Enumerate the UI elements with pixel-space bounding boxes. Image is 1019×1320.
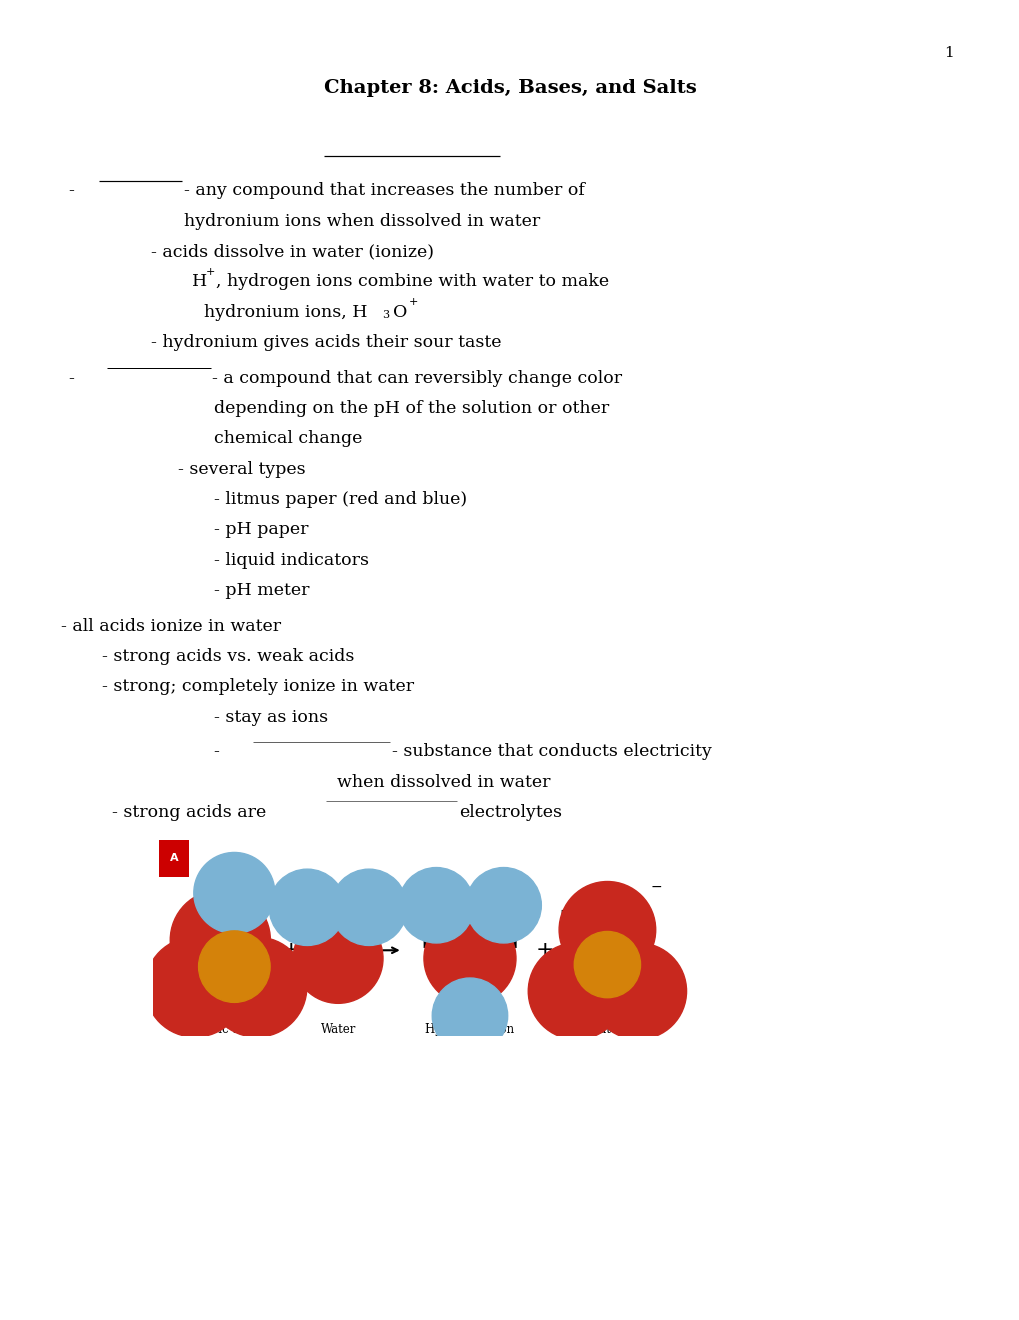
Text: Hydronium ion: Hydronium ion [425,1023,514,1036]
Text: - hydronium gives acids their sour taste: - hydronium gives acids their sour taste [151,334,501,351]
Text: hydronium ions, H: hydronium ions, H [204,304,367,321]
Text: ]: ] [638,908,654,950]
Text: - acids dissolve in water (ionize): - acids dissolve in water (ionize) [151,243,433,260]
Text: −: − [650,880,662,894]
Text: Water: Water [320,1023,356,1036]
Ellipse shape [194,853,274,933]
Text: - strong; completely ionize in water: - strong; completely ionize in water [102,678,414,696]
Text: +: + [409,297,418,308]
Ellipse shape [145,937,245,1038]
Text: ]: ] [503,908,520,950]
Ellipse shape [424,912,516,1005]
Text: - stay as ions: - stay as ions [214,709,328,726]
Text: Nitric acid: Nitric acid [194,1023,258,1036]
Text: chemical change: chemical change [214,430,362,447]
Text: 3: 3 [382,310,389,321]
Text: - strong acids vs. weak acids: - strong acids vs. weak acids [102,648,354,665]
Text: -: - [214,743,225,760]
Ellipse shape [574,932,640,998]
Text: [: [ [420,908,435,950]
Ellipse shape [558,882,655,978]
Ellipse shape [207,937,307,1038]
Text: +: + [281,940,300,960]
Ellipse shape [199,931,270,1002]
Ellipse shape [330,869,407,945]
Text: - substance that conducts electricity: - substance that conducts electricity [391,743,711,760]
Text: Chapter 8: Acids, Bases, and Salts: Chapter 8: Acids, Bases, and Salts [323,79,696,98]
Text: - pH meter: - pH meter [214,582,310,599]
Text: - any compound that increases the number of: - any compound that increases the number… [183,182,584,199]
Text: A: A [170,853,178,863]
Text: O: O [392,304,407,321]
Text: - all acids ionize in water: - all acids ionize in water [61,618,281,635]
Text: -: - [69,370,81,387]
Ellipse shape [170,890,270,990]
Bar [159,840,190,876]
Text: -: - [69,182,81,199]
Text: +: + [535,940,553,960]
Text: - several types: - several types [178,461,306,478]
Text: +: + [516,880,528,894]
Text: - liquid indicators: - liquid indicators [214,552,369,569]
Text: H: H [192,273,207,290]
Text: depending on the pH of the solution or other: depending on the pH of the solution or o… [214,400,609,417]
Text: , hydrogen ions combine with water to make: , hydrogen ions combine with water to ma… [216,273,608,290]
Ellipse shape [528,942,625,1039]
Ellipse shape [589,942,686,1039]
Text: - litmus paper (red and blue): - litmus paper (red and blue) [214,491,467,508]
Text: - a compound that can reversibly change color: - a compound that can reversibly change … [212,370,622,387]
Text: +: + [206,267,215,277]
Text: - pH paper: - pH paper [214,521,309,539]
Text: - strong acids are: - strong acids are [112,804,266,821]
Ellipse shape [466,867,541,942]
Ellipse shape [432,978,507,1053]
Text: Nitrate ion: Nitrate ion [575,1023,639,1036]
Text: hydronium ions when dissolved in water: hydronium ions when dissolved in water [183,213,539,230]
Text: [: [ [556,908,573,950]
Ellipse shape [269,869,345,945]
Ellipse shape [293,913,383,1003]
Text: when dissolved in water: when dissolved in water [336,774,549,791]
Text: electrolytes: electrolytes [459,804,561,821]
Ellipse shape [398,867,474,942]
Text: 1: 1 [943,46,953,61]
